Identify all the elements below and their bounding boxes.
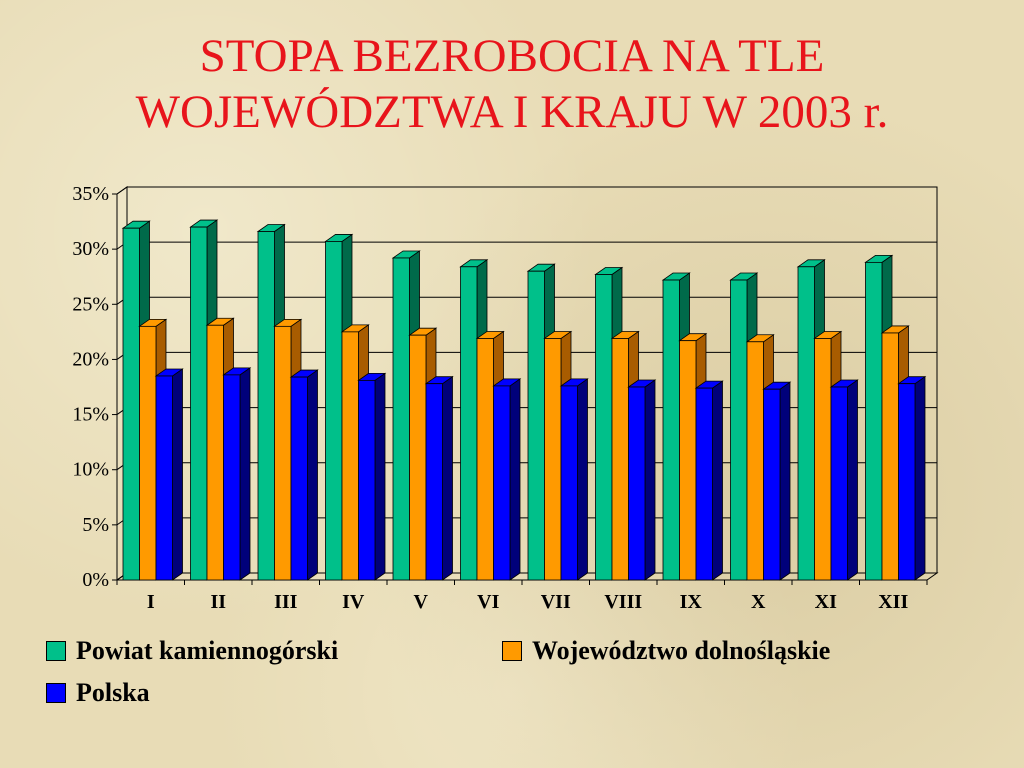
x-tick-label-x: X: [751, 591, 766, 613]
legend-item-wojewodztwo: Województwo dolnośląskie: [502, 636, 830, 666]
slide-title: STOPA BEZROBOCIA NA TLE WOJEWÓDZTWA I KR…: [0, 28, 1024, 140]
y-tick-label: 10%: [72, 459, 109, 481]
bar-polska-iv: [358, 379, 376, 581]
bar-polska-x-side: [779, 381, 791, 581]
y-tick-label: 5%: [82, 514, 109, 536]
bar-powiat-ii: [190, 226, 208, 581]
legend-label-wojewodztwo: Województwo dolnośląskie: [532, 636, 831, 665]
bar-polska-i-side: [172, 368, 183, 581]
legend-swatch-polska: [46, 683, 66, 703]
legend-item-powiat: Powiat kamiennogórski: [46, 636, 338, 666]
bar-powiat-iii: [257, 231, 275, 581]
x-tick-label-vi: VI: [477, 591, 499, 613]
bar-polska-i: [155, 375, 173, 581]
bar-polska-vii-side: [577, 378, 588, 581]
x-tick-label-iii: III: [274, 591, 298, 613]
y-tick-label: 25%: [72, 293, 109, 315]
x-tick-label-iv: IV: [342, 591, 365, 613]
gridline-side: [116, 186, 128, 195]
x-tick-label-i: I: [147, 591, 155, 613]
bar-polska-xi: [830, 386, 848, 581]
bar-polska-v: [425, 383, 443, 581]
bar-wojewodztwo-iii: [274, 325, 292, 581]
bar-wojewodztwo-iv: [341, 331, 359, 581]
bar-wojewodztwo-xii: [881, 332, 899, 581]
bar-wojewodztwo-v: [409, 334, 427, 581]
bar-wojewodztwo-ix: [679, 340, 697, 581]
bar-wojewodztwo-x: [746, 341, 764, 581]
x-tick-label-viii: VIII: [604, 591, 642, 613]
bar-polska-iv-side: [374, 372, 386, 581]
legend-swatch-wojewodztwo: [502, 641, 522, 661]
x-tick-label-xii: XII: [878, 591, 908, 613]
bar-polska-ii: [223, 374, 241, 581]
y-tick-label: 30%: [72, 238, 109, 260]
x-tick-label-ix: IX: [680, 591, 703, 613]
legend-item-polska: Polska: [46, 678, 150, 708]
bar-powiat-x: [730, 279, 748, 581]
bar-polska-vi: [493, 385, 511, 581]
bar-polska-x: [763, 388, 781, 581]
title-line-2: WOJEWÓDZTWA I KRAJU W 2003 r.: [135, 86, 889, 138]
y-tick-label: 15%: [72, 404, 109, 426]
bar-powiat-xii: [865, 261, 883, 581]
bar-polska-xii-side: [914, 375, 926, 581]
y-tick-label: 35%: [72, 183, 109, 205]
bar-polska-xii: [898, 383, 916, 581]
bar-powiat-ix: [662, 279, 680, 581]
bar-polska-vii: [560, 385, 578, 581]
bar-wojewodztwo-i: [139, 325, 157, 581]
y-tick-label: 20%: [72, 348, 109, 370]
bar-polska-viii-side: [644, 379, 656, 581]
x-tick-label-ii: II: [210, 591, 226, 613]
bar-wojewodztwo-viii: [611, 338, 629, 581]
bar-polska-ix: [695, 387, 713, 581]
bar-polska-ii-side: [239, 367, 251, 581]
legend-label-polska: Polska: [76, 678, 150, 707]
legend-label-powiat: Powiat kamiennogórski: [76, 636, 339, 665]
bar-polska-iii-side: [307, 369, 318, 581]
bar-polska-viii: [628, 386, 646, 581]
bar-powiat-v: [392, 257, 410, 581]
bar-polska-ix-side: [712, 380, 723, 581]
legend-swatch-powiat: [46, 641, 66, 661]
x-tick-label-v: V: [414, 591, 429, 613]
bar-wojewodztwo-vi: [476, 338, 494, 581]
bar-powiat-iv: [325, 241, 343, 581]
title-line-1: STOPA BEZROBOCIA NA TLE: [199, 30, 825, 82]
bar-powiat-vi: [460, 266, 478, 581]
bar-powiat-xi: [797, 266, 815, 581]
bar-powiat-vii: [527, 270, 545, 581]
bar-polska-xi-side: [847, 379, 858, 581]
x-tick-label-xi: XI: [815, 591, 837, 613]
bar-wojewodztwo-xi: [814, 338, 832, 581]
bar-powiat-i: [122, 227, 140, 581]
bar-polska-iii: [290, 376, 308, 581]
bar-powiat-viii: [595, 274, 613, 581]
bar-wojewodztwo-ii: [206, 324, 224, 581]
bar-polska-v-side: [442, 375, 453, 581]
y-tick-label: 0%: [82, 569, 109, 591]
x-tick-label-vii: VII: [541, 591, 571, 613]
bar-polska-vi-side: [509, 378, 521, 581]
bar-wojewodztwo-vii: [544, 338, 562, 581]
